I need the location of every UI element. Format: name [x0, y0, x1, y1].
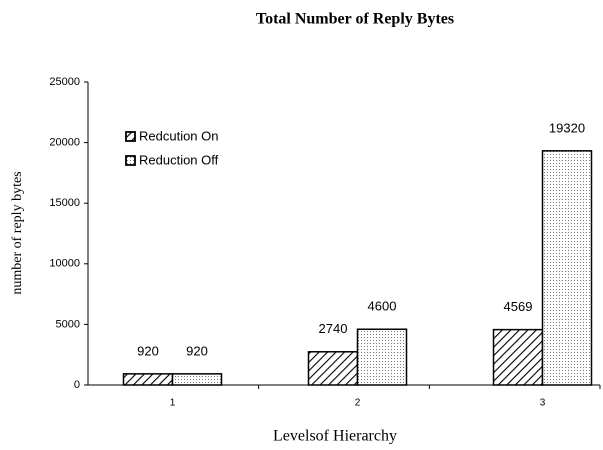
x-tick-label: 2 — [355, 398, 361, 409]
y-tick-label: 15000 — [49, 197, 80, 209]
data-label: 4569 — [504, 299, 533, 314]
x-tick-label: 3 — [540, 398, 546, 409]
data-label: 920 — [137, 343, 159, 358]
x-tick-label: 1 — [170, 398, 176, 409]
legend-swatch — [125, 131, 136, 142]
bar — [356, 328, 408, 386]
bar — [307, 351, 359, 386]
y-axis-label: number of reply bytes — [10, 171, 25, 294]
y-tick-label: 10000 — [49, 258, 80, 270]
bar — [122, 373, 174, 386]
y-tick-label: 0 — [74, 379, 80, 391]
data-label: 920 — [186, 343, 208, 358]
chart-title: Total Number of Reply Bytes — [256, 11, 454, 28]
bar — [492, 328, 544, 386]
legend-label: Reduction Off — [139, 152, 219, 167]
legend-swatch — [125, 155, 136, 166]
data-label: 19320 — [549, 120, 585, 135]
y-tick-label: 5000 — [56, 318, 80, 330]
bar — [171, 373, 223, 386]
legend-label: Redcution On — [139, 128, 219, 143]
data-label: 2740 — [319, 321, 348, 336]
y-tick-label: 25000 — [49, 76, 80, 88]
y-tick-label: 20000 — [49, 137, 80, 149]
x-axis-label: Levelsof Hierarchy — [273, 428, 397, 445]
bar — [541, 150, 593, 386]
data-label: 4600 — [368, 299, 397, 314]
